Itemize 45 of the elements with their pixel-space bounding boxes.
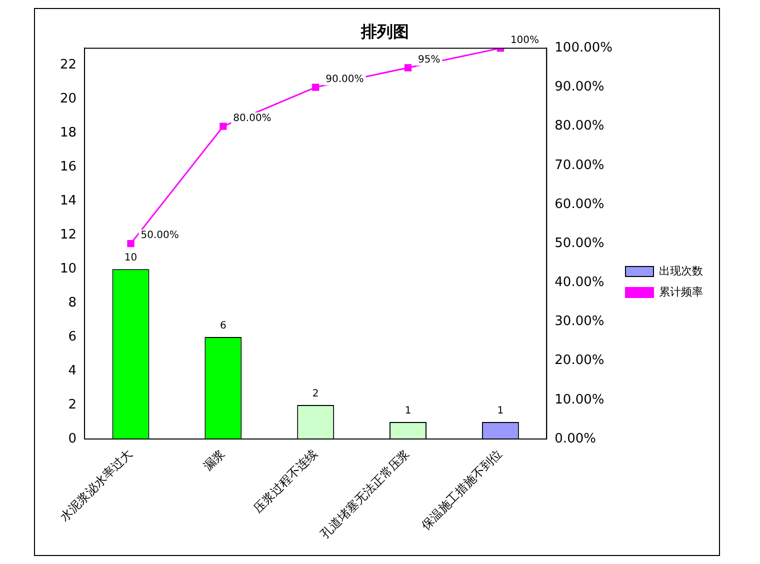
y2-tick-label: 100.00% — [554, 40, 613, 56]
y2-tick-label: 20.00% — [554, 353, 604, 368]
y-tick-label: 14 — [60, 193, 77, 208]
y-tick-label: 22 — [60, 58, 77, 73]
y-tick-label: 8 — [68, 295, 77, 310]
data-label: 95% — [418, 54, 440, 66]
y-tick-label: 0 — [68, 431, 77, 446]
y2-tick-label: 50.00% — [554, 236, 604, 251]
x-tick-label: 水泥浆泌水率过大 — [57, 446, 136, 524]
y-tick-label: 10 — [60, 261, 77, 276]
y-tick-label: 16 — [60, 160, 77, 175]
x-tick-label: 保温施工措施不到位 — [418, 446, 505, 533]
x-tick-label: 孔道堵塞无法正常压浆 — [318, 446, 412, 542]
y2-tick-label: 10.00% — [554, 392, 604, 408]
data-label: 6 — [220, 320, 226, 332]
data-label: 2 — [312, 388, 319, 400]
data-label: 10 — [124, 252, 138, 264]
y2-tick-label: 40.00% — [554, 275, 604, 290]
y2-tick-label: 70.00% — [554, 158, 604, 173]
y-tick-label: 18 — [60, 126, 77, 141]
chart-title: 排列图 — [360, 22, 409, 41]
data-label: 1 — [497, 406, 504, 417]
y2-tick-label: 60.00% — [554, 196, 604, 212]
point — [404, 64, 412, 72]
point — [312, 84, 320, 91]
x-tick-label: 漏浆 — [200, 446, 228, 474]
y-tick-label: 20 — [60, 92, 77, 107]
x-tick-label: 压浆过程不连续 — [250, 446, 320, 516]
data-label: 50.00% — [140, 230, 179, 242]
y2-tick-label: 80.00% — [554, 118, 604, 134]
y-tick-label: 4 — [68, 363, 77, 378]
data-label: 1 — [404, 406, 412, 417]
data-label: 100% — [510, 34, 540, 46]
y2-tick-label: 0.00% — [554, 431, 596, 446]
data-label: 90.00% — [326, 74, 364, 85]
legend-label: 累计频率 — [659, 285, 703, 298]
point — [220, 122, 227, 130]
y2-tick-label: 30.00% — [554, 314, 604, 330]
data-label: 80.00% — [233, 112, 272, 124]
point — [127, 240, 134, 248]
y-tick-label: 12 — [60, 227, 77, 242]
legend-label: 出现次数 — [659, 264, 703, 278]
y-tick-label: 6 — [68, 329, 77, 344]
y2-tick-label: 90.00% — [554, 80, 604, 95]
y-tick-label: 2 — [68, 397, 77, 412]
